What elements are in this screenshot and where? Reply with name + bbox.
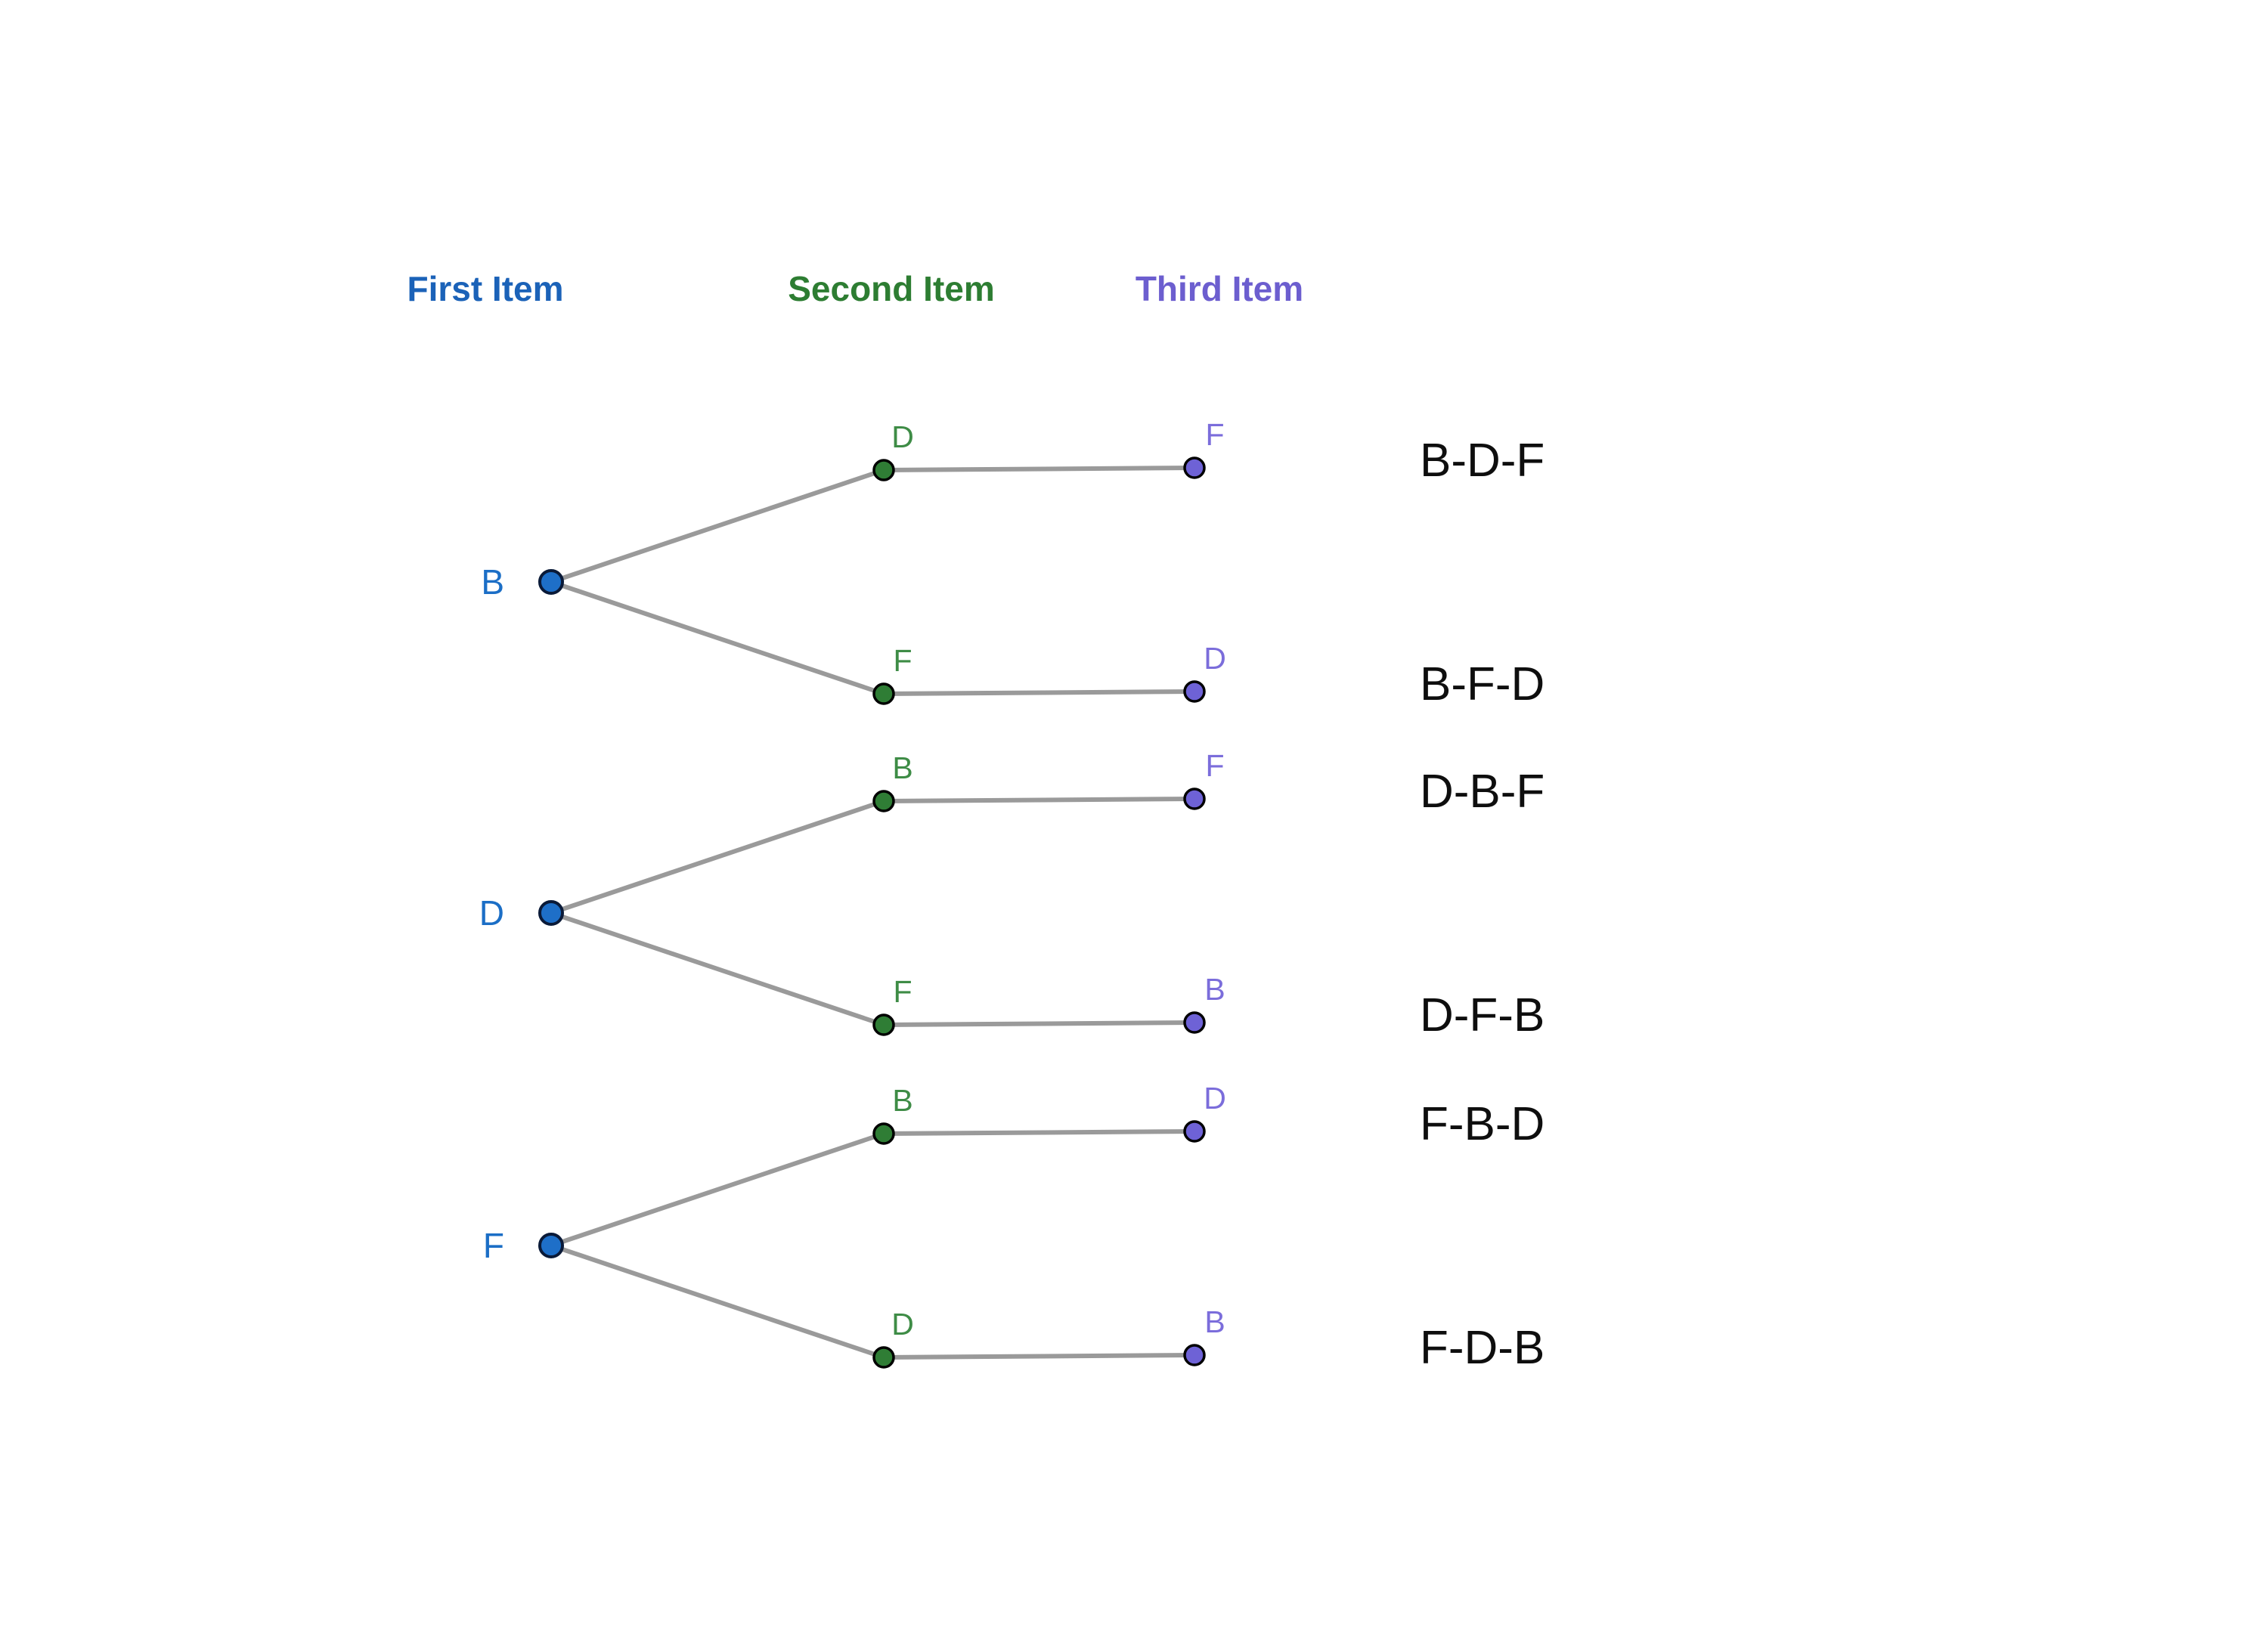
branch-lines-layer <box>549 466 1197 1360</box>
node-label-first-b: B <box>481 562 504 602</box>
node-label-second-d: D <box>891 419 914 454</box>
branch-line-d-f <box>881 466 1197 472</box>
outcome-label-f-b-d: F-B-D <box>1420 1098 1545 1150</box>
outcome-label-b-f-d: B-F-D <box>1420 658 1545 710</box>
branch-line-f-b <box>881 1020 1197 1027</box>
node-label-second-f: F <box>893 974 912 1009</box>
labels-layer: D F B-D-F F D B-F-D B B F D-B-F F B D-F-B D B D F-B-D D B F… <box>479 417 1545 1374</box>
node-label-first-d: D <box>479 893 504 933</box>
node-label-third-f: F <box>1205 417 1224 452</box>
node-third-b <box>1183 1344 1206 1366</box>
branch-line-d-b <box>881 1353 1197 1360</box>
node-first-d <box>538 900 564 926</box>
branch-line-f-b <box>549 1131 886 1248</box>
node-label-second-b: B <box>892 1083 912 1118</box>
outcome-label-b-d-f: B-D-F <box>1420 435 1545 487</box>
branch-line-b-d <box>881 1129 1197 1136</box>
node-first-f <box>538 1233 564 1258</box>
node-third-d <box>1183 1120 1206 1143</box>
branch-line-b-d <box>549 468 886 584</box>
node-label-third-b: B <box>1204 1304 1225 1339</box>
branch-line-f-d <box>549 1243 886 1360</box>
node-label-second-d: D <box>891 1307 914 1341</box>
node-second-b <box>872 1122 895 1145</box>
node-label-third-d: D <box>1204 1081 1226 1116</box>
node-third-f <box>1183 456 1206 479</box>
branch-line-f-d <box>881 689 1197 696</box>
node-second-f <box>872 1013 895 1036</box>
node-second-f <box>872 682 895 705</box>
branch-line-b-f <box>549 580 886 696</box>
node-second-d <box>872 1346 895 1369</box>
node-label-first-f: F <box>483 1226 504 1265</box>
nodes-layer <box>538 456 1206 1369</box>
node-second-b <box>872 790 895 812</box>
column-header-first-item: First Item <box>407 269 563 308</box>
column-header-second-item: Second Item <box>788 269 995 308</box>
column-header-third-item: Third Item <box>1136 269 1303 308</box>
node-second-d <box>872 459 895 481</box>
node-first-b <box>538 569 564 595</box>
node-label-third-b: B <box>1204 972 1225 1007</box>
node-third-f <box>1183 788 1206 810</box>
outcome-label-d-b-f: D-B-F <box>1420 766 1545 818</box>
node-label-second-f: F <box>893 643 912 678</box>
node-label-third-f: F <box>1205 748 1224 783</box>
branch-line-b-f <box>881 797 1197 803</box>
node-label-second-b: B <box>892 750 912 785</box>
node-label-third-d: D <box>1204 641 1226 676</box>
branch-line-d-b <box>549 799 886 915</box>
node-third-d <box>1183 680 1206 703</box>
outcome-label-d-f-b: D-F-B <box>1420 989 1545 1041</box>
branch-line-d-f <box>549 911 886 1027</box>
node-third-b <box>1183 1011 1206 1034</box>
outcome-label-f-d-b: F-D-B <box>1420 1322 1545 1374</box>
